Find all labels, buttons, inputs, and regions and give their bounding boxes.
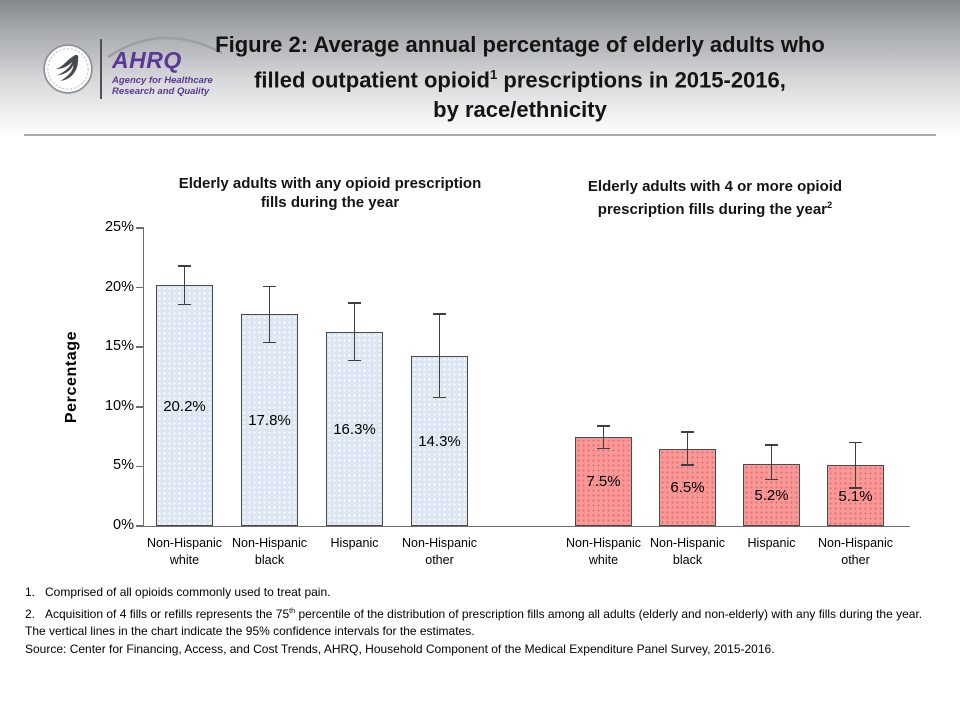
error-bar-cap-top	[849, 441, 862, 444]
error-bar-cap-bottom	[433, 396, 446, 399]
error-bar-cap-top	[263, 285, 276, 288]
error-bar-cap-top	[433, 313, 446, 315]
x-axis-category-label: Non-Hispanic black	[231, 536, 308, 567]
footnote-ref-2: 2	[827, 200, 833, 210]
bar-any-opioid-fills-non-hispanic-other	[411, 355, 468, 526]
y-axis-tick	[136, 286, 144, 289]
bar-value-label: 16.3%	[333, 420, 376, 438]
error-bar	[770, 444, 773, 480]
footnote-2: 2. Acquisition of 4 fills or refills repr…	[25, 605, 923, 621]
error-bar-cap-top	[765, 444, 778, 446]
bar-any-opioid-fills-non-hispanic-white	[156, 285, 213, 526]
bar-value-label: 20.2%	[163, 397, 206, 415]
error-bar-cap-top	[178, 265, 191, 267]
error-bar-cap-bottom	[681, 464, 694, 466]
error-bar	[438, 313, 441, 398]
ahrq-wordmark: AHRQ Agency for Healthcare Research and …	[107, 36, 228, 101]
error-bar	[268, 286, 271, 343]
error-bar-cap-bottom	[597, 447, 610, 450]
error-bar	[183, 266, 186, 305]
y-axis-tick-label: 5%	[113, 457, 134, 474]
x-axis-category-label: Non-Hispanic white	[565, 536, 642, 567]
bar-any-opioid-fills-non-hispanic-black	[241, 313, 298, 526]
x-axis-category-label: Hispanic	[330, 536, 379, 550]
bar-four-or-more-opioid-fills-non-hispanic-white	[575, 436, 632, 526]
ahrq-swoosh-icon	[107, 36, 223, 59]
bar-value-label: 6.5%	[670, 479, 705, 497]
y-axis-tick	[136, 406, 144, 408]
bar-any-opioid-fills-hispanic	[326, 331, 383, 526]
bar-value-label: 5.2%	[754, 487, 789, 505]
y-axis-tick	[136, 227, 144, 229]
error-bar-cap-top	[597, 425, 610, 427]
y-axis-tick	[136, 525, 144, 527]
x-axis-category-label: Non-Hispanic black	[649, 536, 726, 567]
right-chart-title: Elderly adults with 4 or more opioid pre…	[587, 178, 843, 218]
x-axis-category-label: Non-Hispanic other	[401, 536, 478, 567]
error-bar-cap-top	[681, 431, 694, 433]
bar-value-label: 5.1%	[838, 487, 873, 505]
bar-value-label: 17.8%	[248, 411, 291, 429]
figure-title: Figure 2: Average annual percentage of e…	[215, 32, 825, 123]
error-bar-cap-bottom	[849, 487, 862, 489]
left-chart-title: Elderly adults with any opioid prescript…	[178, 175, 482, 211]
x-axis-category-label: Non-Hispanic white	[146, 536, 223, 567]
y-axis-tick-label: 20%	[104, 278, 134, 295]
y-axis-tick-label: 10%	[104, 397, 134, 414]
error-bar-cap-bottom	[348, 359, 361, 362]
y-axis-title: Percentage	[63, 330, 80, 424]
y-axis-tick-label: 25%	[104, 219, 134, 235]
hhs-eagle-icon	[43, 44, 93, 94]
footnote-1: 1. Comprised of all opioids commonly used…	[25, 585, 331, 599]
y-axis-tick-label: 0%	[113, 517, 134, 533]
ahrq-logo: AHRQ Agency for Healthcare Research and …	[42, 36, 228, 101]
header-divider-line	[24, 134, 936, 136]
y-axis-tick	[136, 346, 144, 348]
ahrq-tagline: Agency for Healthcare Research and Quali…	[112, 75, 213, 97]
confidence-interval-note: The vertical lines in the chart indicate…	[25, 624, 475, 638]
bar-value-label: 14.3%	[418, 432, 461, 450]
bar-four-or-more-opioid-fills-non-hispanic-black	[659, 448, 716, 526]
error-bar-cap-top	[348, 302, 361, 304]
error-bar	[854, 442, 857, 488]
y-axis-tick	[136, 465, 144, 468]
bar-value-label: 7.5%	[586, 473, 621, 491]
footnotes: 1. Comprised of all opioids commonly used…	[25, 584, 937, 658]
error-bar-cap-bottom	[765, 478, 778, 481]
footnote-ref-1: 1	[489, 67, 498, 82]
error-bar	[686, 431, 689, 466]
error-bar-cap-bottom	[263, 341, 276, 344]
y-axis-tick-label: 15%	[104, 338, 134, 355]
x-axis-category-label: Hispanic	[747, 536, 796, 550]
error-bar-cap-bottom	[178, 303, 191, 306]
header-banner: AHRQ Agency for Healthcare Research and …	[0, 0, 960, 136]
x-axis-category-label: Non-Hispanic other	[817, 536, 894, 567]
source-note: Source: Center for Financing, Access, an…	[25, 641, 775, 656]
ahrq-abbrev: AHRQ	[112, 47, 182, 73]
logo-divider	[100, 39, 102, 99]
error-bar	[602, 425, 605, 449]
error-bar	[353, 303, 356, 361]
bar-chart-plot-area: 0% 5% 10% 15% 20% 25% 20.2% Non-Hispanic white 17…	[105, 219, 910, 567]
